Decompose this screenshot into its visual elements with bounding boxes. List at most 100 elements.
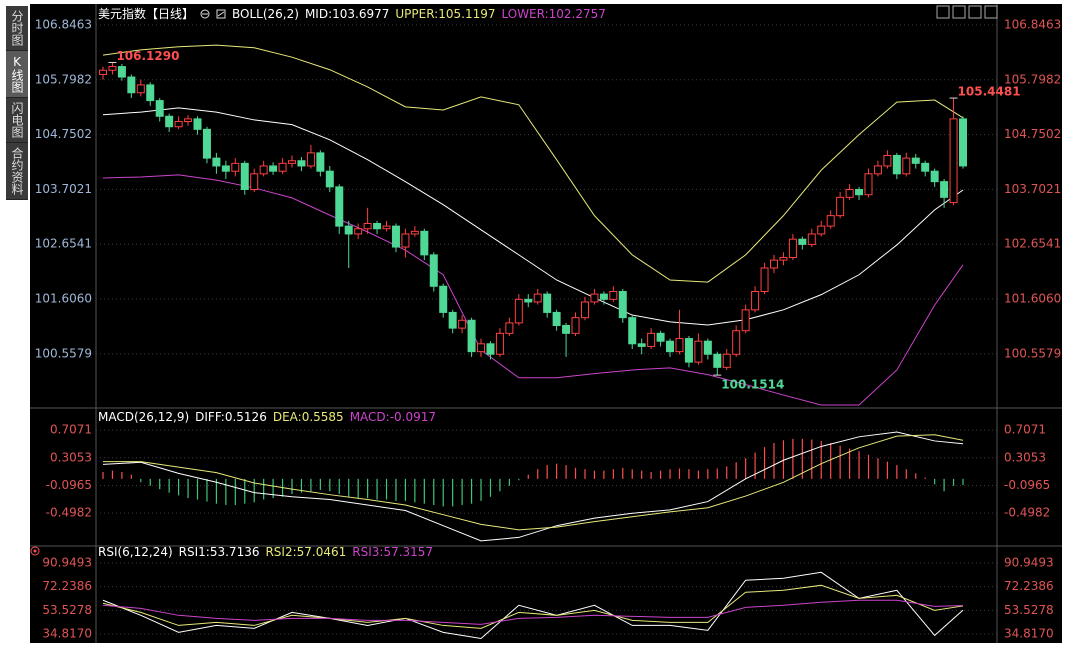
sidebar: 分时图 K线图 闪电图 合约资料 — [6, 6, 28, 200]
candle-body — [221, 165, 230, 172]
candle-body — [467, 319, 476, 353]
legend-entry: RSI1:53.7136 — [178, 545, 260, 559]
candle-body — [788, 238, 797, 258]
candle-body — [231, 162, 240, 172]
candle-body — [306, 152, 315, 167]
candle-body — [533, 293, 542, 303]
y-tick-label-right: 105.7982 — [1004, 72, 1061, 86]
legend-entry: MACD:-0.0917 — [349, 410, 437, 424]
candle-body — [864, 173, 873, 196]
candle-body — [193, 118, 202, 130]
sidebar-tab[interactable]: 闪电图 — [6, 98, 28, 143]
y-tick-label-right: 0.7071 — [1004, 423, 1046, 437]
candle-body — [552, 311, 561, 326]
candle-body — [921, 162, 930, 172]
candle-body — [637, 343, 646, 347]
candle-body — [297, 160, 306, 167]
sidebar-tab[interactable]: K线图 — [6, 51, 28, 98]
candle-body — [807, 233, 816, 245]
legend-entry: MID:103.6977 — [304, 6, 390, 21]
y-tick-label-left: 0.7071 — [50, 423, 92, 437]
rsi-header: RSI(6,12,24) RSI1:53.7136 RSI2:57.0461 RSI… — [98, 545, 433, 559]
chart-title: 美元指数【日线】 — [98, 7, 195, 21]
candle-body — [769, 259, 778, 269]
candle-body — [458, 319, 467, 329]
toolbar-icon[interactable] — [952, 5, 966, 19]
macd-header: MACD(26,12,9) DIFF:0.5126 DEA:0.5585 MACD:… — [98, 410, 436, 424]
indicator-icon[interactable] — [216, 9, 226, 19]
y-tick-label-left: 104.7502 — [35, 127, 92, 141]
rsi-icon[interactable] — [30, 546, 40, 556]
candle-body — [713, 353, 722, 368]
candle-body — [202, 128, 211, 159]
candle-body — [732, 330, 741, 355]
y-tick-label-right: 100.5579 — [1004, 346, 1061, 360]
indicator-line — [102, 107, 964, 326]
indicator-name: BOLL(26,2) — [232, 6, 299, 21]
candle-body — [373, 222, 382, 230]
candle-body — [873, 165, 882, 175]
rsi-title: RSI(6,12,24) — [98, 545, 173, 559]
candle-body — [429, 254, 438, 287]
candle-body — [212, 157, 221, 167]
collapse-icon[interactable] — [200, 9, 210, 19]
candle-body — [240, 162, 249, 191]
sidebar-tab[interactable]: 分时图 — [6, 6, 28, 51]
candle-body — [420, 230, 429, 256]
candle-body — [477, 343, 486, 353]
toolbar-icon[interactable] — [936, 5, 950, 19]
toolbar-icon[interactable] — [968, 5, 982, 19]
annotation-label: 105.4481 — [958, 85, 1021, 99]
candle-body — [410, 230, 419, 235]
y-tick-label-left: 0.3053 — [50, 450, 92, 464]
candle-body — [826, 215, 835, 227]
candle-body — [155, 100, 164, 117]
candle-body — [278, 162, 287, 172]
candle-body — [590, 293, 599, 303]
y-tick-label-right: 90.9493 — [1004, 555, 1054, 569]
candle-body — [543, 293, 552, 313]
legend-entry: UPPER:105.1197 — [395, 6, 496, 21]
indicator-line — [102, 571, 964, 639]
sidebar-tab[interactable]: 合约资料 — [6, 143, 28, 200]
candle-body — [628, 317, 637, 345]
candle-body — [940, 181, 949, 198]
y-tick-label-left: 90.9493 — [42, 555, 92, 569]
y-tick-label-left: -0.0965 — [46, 478, 92, 492]
candle-body — [694, 340, 703, 363]
y-tick-label-right: -0.0965 — [1004, 478, 1050, 492]
candle-body — [250, 173, 259, 191]
y-tick-label-left: 100.5579 — [35, 346, 92, 360]
candle-body — [666, 340, 675, 353]
candle-body — [269, 165, 278, 172]
legend-entry: DEA:0.5585 — [272, 410, 344, 424]
candle-body — [675, 338, 684, 353]
y-tick-label-left: 102.6541 — [35, 237, 92, 251]
candle-body — [684, 338, 693, 363]
y-tick-label-left: 106.8463 — [35, 17, 92, 31]
candle-body — [647, 332, 656, 347]
candle-body — [448, 311, 457, 329]
candle-body — [439, 285, 448, 313]
candle-body — [949, 118, 958, 204]
candle-body — [108, 66, 117, 71]
candle-body — [391, 225, 400, 248]
candle-body — [959, 118, 967, 167]
y-tick-label-right: 101.6060 — [1004, 292, 1061, 306]
toolbar-icon[interactable] — [984, 5, 998, 19]
candle-body — [741, 309, 750, 332]
candle-body — [117, 66, 126, 78]
candle-body — [609, 290, 618, 300]
legend-entry: RSI3:57.3157 — [352, 545, 434, 559]
candle-body — [325, 170, 334, 188]
candle-body — [911, 157, 920, 164]
candle-body — [363, 222, 372, 230]
candle-body — [836, 196, 845, 217]
candle-body — [174, 121, 183, 128]
legend-entry: DIFF:0.5126 — [195, 410, 267, 424]
candle-body — [930, 170, 939, 183]
rsi-icon-dot — [33, 549, 37, 553]
candle-body — [514, 298, 523, 324]
indicator-line — [102, 431, 964, 542]
